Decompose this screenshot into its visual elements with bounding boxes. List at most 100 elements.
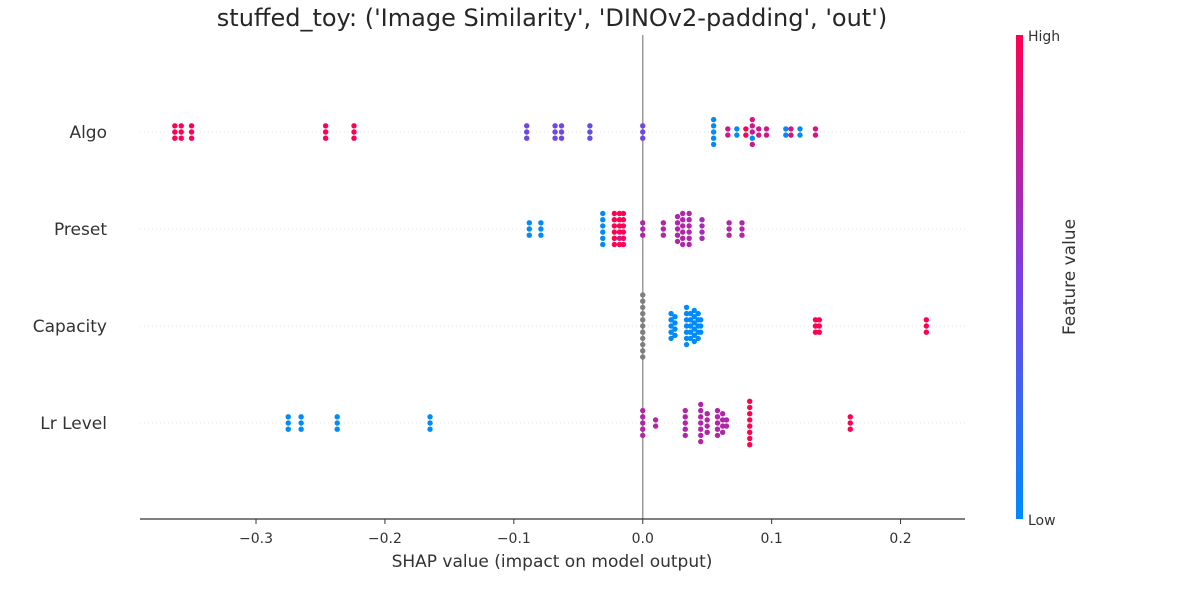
point-capacity: [691, 314, 697, 320]
point-lr-level: [704, 429, 710, 435]
point-preset: [616, 229, 623, 235]
point-preset: [616, 235, 623, 241]
point-preset: [679, 223, 686, 229]
point-algo: [725, 126, 731, 132]
point-preset: [674, 238, 681, 245]
point-lr-level: [714, 420, 721, 426]
point-capacity: [683, 335, 690, 342]
x-tick-label: −0.2: [368, 531, 402, 547]
point-algo: [640, 135, 646, 141]
point-capacity: [698, 329, 704, 335]
point-lr-level: [719, 417, 726, 423]
point-lr-level: [682, 432, 688, 439]
point-capacity: [640, 317, 646, 323]
point-capacity: [687, 329, 694, 335]
point-preset: [674, 232, 681, 238]
point-algo: [797, 132, 803, 138]
point-preset: [686, 217, 692, 223]
point-preset: [686, 241, 692, 248]
point-preset: [600, 210, 606, 217]
point-capacity: [683, 317, 690, 323]
point-algo: [743, 132, 749, 138]
point-algo: [178, 135, 184, 141]
point-lr-level: [719, 429, 726, 435]
point-lr-level: [847, 426, 853, 432]
point-lr-level: [698, 432, 704, 439]
point-preset: [739, 232, 745, 238]
point-capacity: [687, 323, 694, 329]
point-algo: [756, 132, 762, 138]
point-preset: [726, 220, 732, 226]
point-lr-level: [714, 414, 721, 420]
point-algo: [587, 129, 593, 135]
point-algo: [640, 129, 646, 135]
point-algo: [734, 132, 740, 138]
point-capacity: [923, 317, 930, 323]
point-preset: [679, 235, 686, 241]
point-preset: [600, 229, 606, 235]
point-capacity: [683, 323, 690, 329]
point-algo: [734, 126, 740, 132]
point-lr-level: [698, 407, 704, 414]
point-algo: [351, 135, 357, 141]
point-preset: [620, 223, 627, 229]
point-capacity: [672, 332, 678, 338]
point-lr-level: [682, 414, 688, 420]
point-algo: [178, 129, 184, 135]
point-lr-level: [747, 417, 753, 423]
point-capacity: [691, 307, 697, 314]
point-algo: [524, 123, 530, 129]
point-algo: [788, 132, 794, 138]
point-preset: [739, 226, 745, 232]
x-tick-label: −0.3: [239, 531, 273, 547]
point-algo: [552, 129, 558, 135]
point-preset: [600, 223, 606, 229]
point-capacity: [640, 335, 646, 342]
point-preset: [600, 235, 606, 241]
point-preset: [611, 210, 618, 217]
point-lr-level: [334, 426, 340, 432]
point-algo: [172, 129, 178, 135]
point-preset: [611, 229, 618, 235]
point-algo: [783, 132, 789, 138]
point-algo: [172, 123, 178, 129]
point-preset: [679, 241, 686, 248]
point-capacity: [698, 317, 704, 323]
point-preset: [686, 210, 692, 217]
feature-label-lr-level: Lr Level: [40, 414, 107, 434]
point-capacity: [923, 323, 930, 329]
point-capacity: [668, 335, 674, 342]
point-preset: [640, 226, 646, 232]
point-preset: [620, 235, 627, 241]
x-tick-label: 0.1: [761, 531, 783, 547]
point-preset: [726, 226, 732, 232]
point-algo: [749, 141, 756, 148]
point-algo: [587, 135, 593, 141]
point-algo: [587, 123, 593, 129]
point-capacity: [695, 310, 701, 317]
point-capacity: [640, 354, 646, 360]
point-capacity: [691, 326, 697, 332]
point-lr-level: [682, 407, 688, 414]
point-lr-level: [640, 414, 646, 420]
chart-title: stuffed_toy: ('Image Similarity', 'DINOv…: [217, 4, 887, 32]
point-algo: [812, 132, 819, 138]
feature-gridlines: [140, 131, 965, 424]
point-lr-level: [847, 420, 853, 426]
point-algo: [788, 126, 794, 132]
point-capacity: [816, 323, 823, 329]
point-preset: [686, 235, 692, 241]
point-lr-level: [698, 401, 704, 408]
feature-label-capacity: Capacity: [33, 317, 107, 337]
point-algo: [322, 123, 329, 129]
point-preset: [679, 217, 686, 223]
point-lr-level: [298, 420, 304, 426]
point-algo: [524, 135, 530, 141]
point-preset: [640, 220, 646, 226]
point-lr-level: [682, 420, 688, 426]
point-capacity: [640, 329, 646, 335]
point-algo: [812, 126, 819, 132]
x-axis-ticks: −0.3 −0.2 −0.1 0.0 0.1 0.2: [239, 519, 912, 547]
point-capacity: [816, 317, 823, 323]
point-lr-level: [640, 407, 646, 414]
